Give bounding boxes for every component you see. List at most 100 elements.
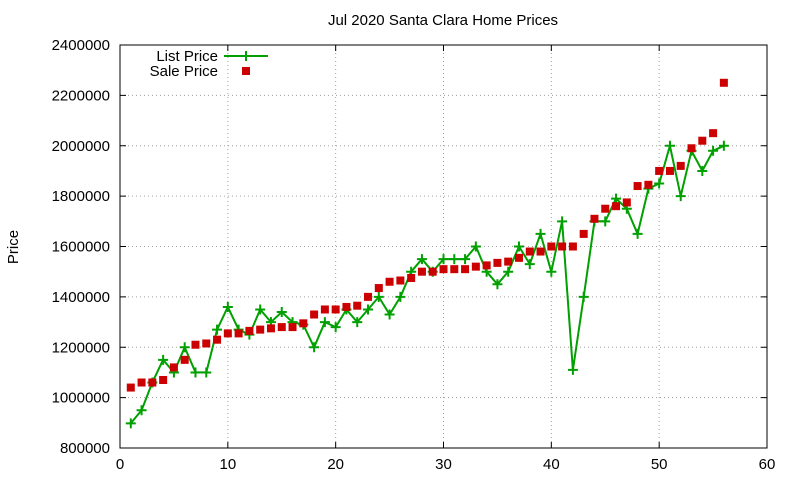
sale-price-point <box>169 363 178 372</box>
sale-price-point <box>159 375 168 384</box>
sale-price-point <box>266 324 275 333</box>
list-price-point <box>503 266 514 277</box>
sale-price-point <box>277 323 286 332</box>
list-price-point <box>352 317 363 328</box>
list-price-point <box>524 259 535 270</box>
sale-price-point <box>310 310 319 319</box>
y-tick-label: 800000 <box>60 440 110 457</box>
sale-price-point <box>719 78 728 87</box>
x-tick-label: 0 <box>116 456 124 473</box>
sale-price-point <box>471 262 480 271</box>
list-price-point <box>449 254 460 265</box>
sale-price-point <box>590 214 599 223</box>
list-price-point <box>330 322 341 333</box>
list-price-point <box>611 193 622 204</box>
sale-price-point <box>331 305 340 314</box>
sale-price-point <box>558 242 567 251</box>
list-price-point <box>460 254 471 265</box>
y-tick-label: 1200000 <box>52 339 110 356</box>
sale-price-point <box>439 265 448 274</box>
list-price-point <box>513 241 524 252</box>
sale-price-point <box>364 292 373 301</box>
y-tick-label: 1400000 <box>52 289 110 306</box>
list-price-point <box>373 291 384 302</box>
list-price-point <box>492 279 503 290</box>
sale-price-point <box>461 265 470 274</box>
sale-price-point <box>676 161 685 170</box>
sale-price-point <box>374 284 383 293</box>
list-price-point <box>363 304 374 315</box>
list-price-point <box>416 254 427 265</box>
list-price-point <box>535 228 546 239</box>
list-price-point <box>632 228 643 239</box>
sale-price-point <box>299 319 308 328</box>
y-axis-label: Price <box>5 230 22 264</box>
sale-price-point <box>320 305 329 314</box>
list-price-point <box>664 140 675 151</box>
list-price-point <box>697 165 708 176</box>
x-tick-label: 10 <box>219 456 236 473</box>
sale-price-point <box>417 267 426 276</box>
sale-price-point <box>579 229 588 238</box>
sale-price-point <box>148 378 157 387</box>
x-tick-label: 20 <box>327 456 344 473</box>
y-tick-label: 1600000 <box>52 239 110 256</box>
sale-price-point <box>504 257 513 266</box>
y-tick-labels: 800000 1000000 1200000 1400000 1600000 180000… <box>52 37 110 457</box>
legend-marker-list-price <box>241 51 251 61</box>
sale-price-point <box>514 253 523 262</box>
list-price-point <box>136 405 147 416</box>
list-price-point <box>384 309 395 320</box>
list-price-point <box>600 216 611 227</box>
list-price-point <box>708 145 719 156</box>
sale-price-point <box>191 340 200 349</box>
sale-price-point <box>493 258 502 267</box>
x-tick-labels: 0 10 20 30 40 50 60 <box>116 456 776 473</box>
sale-price-point <box>568 242 577 251</box>
list-price-point <box>158 354 169 365</box>
sale-price-point <box>655 166 664 175</box>
sale-price-point <box>547 242 556 251</box>
list-price-point <box>309 342 320 353</box>
sale-price-point <box>245 326 254 335</box>
y-tick-label: 2000000 <box>52 138 110 155</box>
sale-price-point <box>256 325 265 334</box>
list-price-point <box>201 367 212 378</box>
sale-price-point <box>137 378 146 387</box>
list-price-point <box>654 178 665 189</box>
sale-price-point <box>612 202 621 211</box>
list-price-point <box>190 367 201 378</box>
sale-price-point <box>396 276 405 285</box>
list-price-point <box>567 364 578 375</box>
sale-price-point <box>450 265 459 274</box>
sale-price-point <box>482 261 491 270</box>
list-price-point <box>179 342 190 353</box>
legend: List Price Sale Price <box>150 48 268 80</box>
list-price-point <box>395 291 406 302</box>
sale-price-point <box>126 383 135 392</box>
list-price-point <box>319 317 330 328</box>
y-tick-label: 2200000 <box>52 87 110 104</box>
y-tick-label: 1800000 <box>52 188 110 205</box>
list-price-line <box>130 144 725 424</box>
x-tick-label: 40 <box>543 456 560 473</box>
sale-price-point <box>342 302 351 311</box>
series-sale-price <box>126 78 728 392</box>
list-price-point <box>557 216 568 227</box>
sale-price-point <box>633 182 642 191</box>
list-price-point <box>255 304 266 315</box>
list-price-point <box>125 418 136 429</box>
sale-price-point <box>385 277 394 286</box>
sale-price-point <box>644 180 653 189</box>
list-price-point <box>675 191 686 202</box>
list-price-point <box>276 306 287 317</box>
sale-price-point <box>601 204 610 213</box>
legend-marker-sale-price <box>242 67 250 75</box>
sale-price-point <box>428 267 437 276</box>
sale-price-point <box>622 198 631 207</box>
axis-ticks <box>119 44 768 449</box>
x-tick-label: 30 <box>435 456 452 473</box>
sale-price-point <box>665 166 674 175</box>
x-tick-label: 60 <box>759 456 776 473</box>
